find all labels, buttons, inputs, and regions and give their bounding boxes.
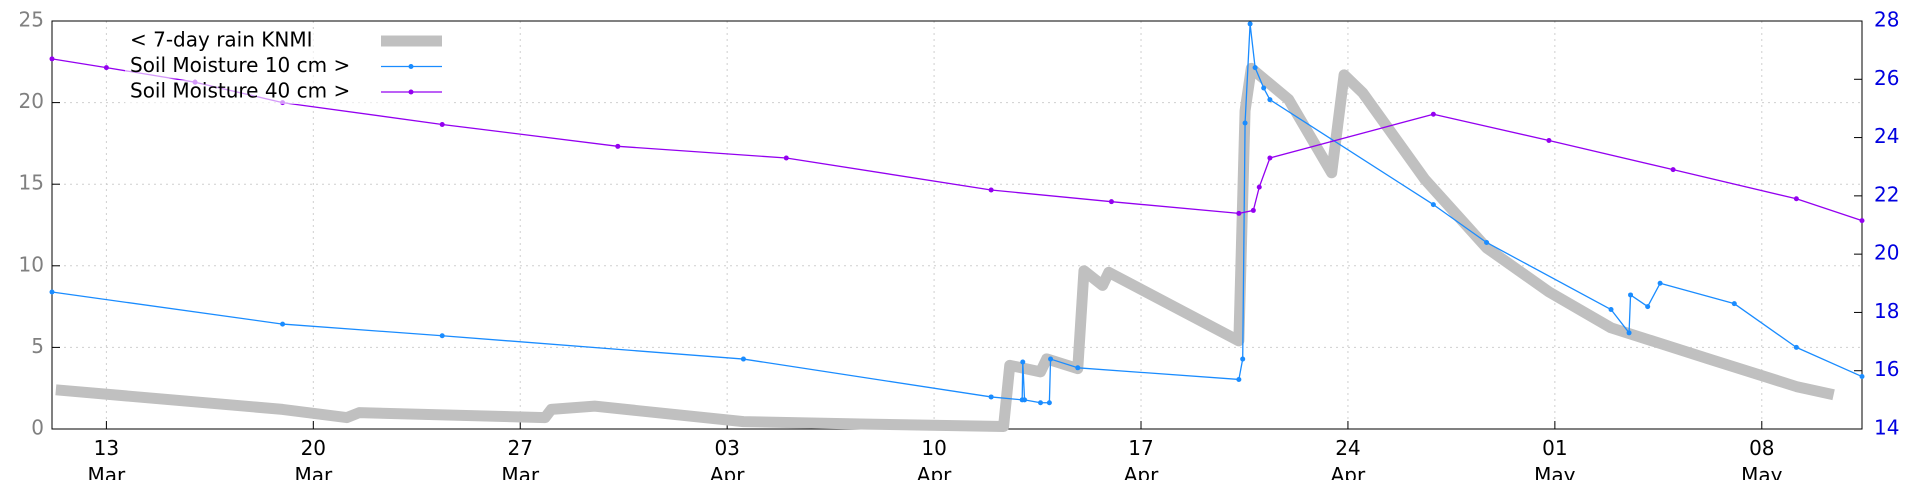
y-tick-label: 15 <box>19 171 44 195</box>
data-point <box>1240 356 1246 362</box>
series-line <box>55 62 1835 433</box>
data-point <box>1075 365 1081 371</box>
data-point <box>1020 359 1026 365</box>
y2-tick-label: 16 <box>1874 357 1899 381</box>
y2-tick-label: 14 <box>1874 416 1899 440</box>
x-tick-label: 20 Mar <box>294 436 333 480</box>
data-point <box>1236 376 1242 382</box>
data-point <box>783 155 789 161</box>
y-tick-label: 25 <box>19 8 44 32</box>
data-point <box>1608 307 1614 313</box>
data-point <box>439 121 445 127</box>
data-point <box>1731 301 1737 307</box>
y2-tick-label: 22 <box>1874 182 1899 206</box>
y2-tick-label: 26 <box>1874 66 1899 90</box>
data-point <box>1256 184 1262 190</box>
data-point <box>1484 239 1490 245</box>
data-point <box>1670 167 1676 173</box>
x-tick-label: 24 Apr <box>1331 436 1366 480</box>
data-point <box>1267 155 1273 161</box>
x-tick-label: 13 Mar <box>88 436 127 480</box>
legend-label: < 7-day rain KNMI <box>130 28 313 52</box>
data-point <box>615 143 621 149</box>
data-point <box>1108 199 1114 205</box>
data-point <box>1657 280 1663 286</box>
y2-tick-label: 18 <box>1874 299 1899 323</box>
data-point <box>1247 21 1253 27</box>
data-point <box>1252 65 1258 71</box>
data-point <box>1022 397 1028 403</box>
x-tick-label: 27 Mar <box>501 436 540 480</box>
data-point <box>988 187 994 193</box>
x-tick-label: 17 Apr <box>1124 436 1159 480</box>
data-point <box>988 394 994 400</box>
data-point <box>1242 120 1248 126</box>
data-point <box>1250 207 1256 213</box>
x-tick-label: 10 Apr <box>917 436 952 480</box>
legend-label: Soil Moisture 10 cm > <box>130 53 350 77</box>
x-tick-label: 03 Apr <box>710 436 745 480</box>
y-tick-label: 20 <box>19 89 44 113</box>
data-point <box>1046 400 1052 406</box>
data-point <box>1048 356 1054 362</box>
legend-label: Soil Moisture 40 cm > <box>130 79 350 103</box>
legend-marker <box>408 64 414 69</box>
data-point <box>1859 218 1865 224</box>
data-point <box>1261 85 1267 91</box>
y2-tick-label: 24 <box>1874 124 1899 148</box>
x-tick-label: 01 May <box>1534 436 1576 480</box>
y2-tick-label: 20 <box>1874 241 1899 265</box>
data-point <box>49 289 55 295</box>
data-point <box>1038 400 1044 406</box>
data-point <box>439 333 445 339</box>
y-tick-label: 0 <box>31 416 44 440</box>
data-point <box>1628 292 1634 298</box>
data-point <box>49 56 55 62</box>
data-point <box>1430 202 1436 208</box>
y-tick-label: 5 <box>31 334 44 358</box>
data-point <box>103 65 109 71</box>
data-point <box>1267 97 1273 103</box>
data-point <box>1546 137 1552 143</box>
data-point <box>740 356 746 362</box>
data-point <box>280 321 286 327</box>
data-point <box>1626 330 1632 336</box>
data-point <box>1430 111 1436 117</box>
data-point <box>1793 344 1799 350</box>
data-point <box>1859 374 1865 380</box>
y2-tick-label: 28 <box>1874 8 1899 32</box>
data-point <box>1236 210 1242 216</box>
x-tick-label: 08 May <box>1741 436 1783 480</box>
legend-marker <box>408 89 414 95</box>
data-point <box>1793 196 1799 202</box>
data-point <box>1645 304 1651 310</box>
y-tick-label: 10 <box>19 252 44 276</box>
